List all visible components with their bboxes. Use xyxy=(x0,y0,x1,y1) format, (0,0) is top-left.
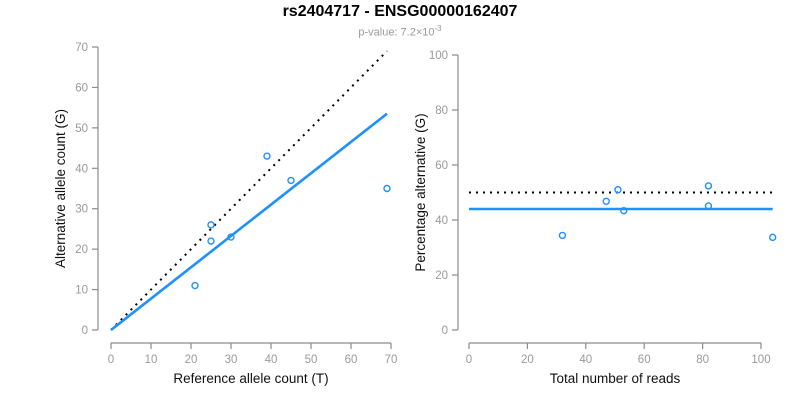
data-point xyxy=(704,202,713,210)
x-tick-label: 30 xyxy=(225,354,238,366)
data-point xyxy=(602,197,610,206)
x-tick-label: 0 xyxy=(108,354,114,366)
data-point xyxy=(614,186,622,194)
p-value-text: p-value: 7.2×10 xyxy=(358,26,435,39)
x-tick-label: 20 xyxy=(185,354,198,366)
y-tick-label: 30 xyxy=(75,204,88,216)
y-axis-title: Percentage alternative (G) xyxy=(413,113,428,271)
x-tick-label: 40 xyxy=(579,354,592,366)
x-tick-label: 80 xyxy=(696,354,709,366)
y-tick-label: 10 xyxy=(75,285,88,297)
y-tick-label: 70 xyxy=(75,42,88,54)
y-tick-label: 100 xyxy=(429,50,448,62)
data-point xyxy=(227,233,235,241)
y-tick-label: 60 xyxy=(75,82,88,94)
fit-solid-line xyxy=(110,112,388,332)
data-point xyxy=(768,233,777,242)
y-tick-label: 80 xyxy=(435,105,448,117)
data-point xyxy=(207,221,215,229)
x-axis-title: Reference allele count (T) xyxy=(173,371,328,386)
y-tick-label: 20 xyxy=(435,270,448,282)
x-tick-label: 60 xyxy=(345,354,358,366)
data-point xyxy=(191,281,199,290)
y-tick-label: 40 xyxy=(435,215,448,227)
data-point xyxy=(558,231,567,240)
data-point xyxy=(287,176,295,185)
y-tick-label: 50 xyxy=(75,123,88,135)
y-tick-label: 60 xyxy=(435,160,448,172)
p-value-exponent: -3 xyxy=(434,24,442,33)
data-point xyxy=(620,206,628,215)
x-tick-label: 10 xyxy=(145,354,158,366)
y-tick-label: 40 xyxy=(75,163,88,175)
data-point xyxy=(263,152,271,160)
data-point xyxy=(383,184,391,193)
x-tick-label: 0 xyxy=(466,354,472,366)
figure-title: rs2404717 - ENSG00000162407 xyxy=(282,3,518,20)
x-tick-label: 100 xyxy=(751,354,770,366)
y-axis-title: Alternative allele count (G) xyxy=(53,109,68,268)
y-tick-label: 0 xyxy=(442,325,448,337)
data-point xyxy=(704,182,713,190)
x-tick-label: 40 xyxy=(265,354,278,366)
figure-subtitle: p-value: 7.2×10-3 xyxy=(0,24,800,39)
y-tick-label: 20 xyxy=(75,244,88,256)
x-tick-label: 60 xyxy=(638,354,651,366)
y-tick-label: 0 xyxy=(82,325,88,337)
x-axis-title: Total number of reads xyxy=(550,371,681,386)
x-tick-label: 20 xyxy=(521,354,534,366)
identity-dotted-line xyxy=(110,50,388,331)
x-tick-label: 70 xyxy=(385,354,398,366)
data-point xyxy=(207,237,215,245)
x-tick-label: 50 xyxy=(305,354,318,366)
